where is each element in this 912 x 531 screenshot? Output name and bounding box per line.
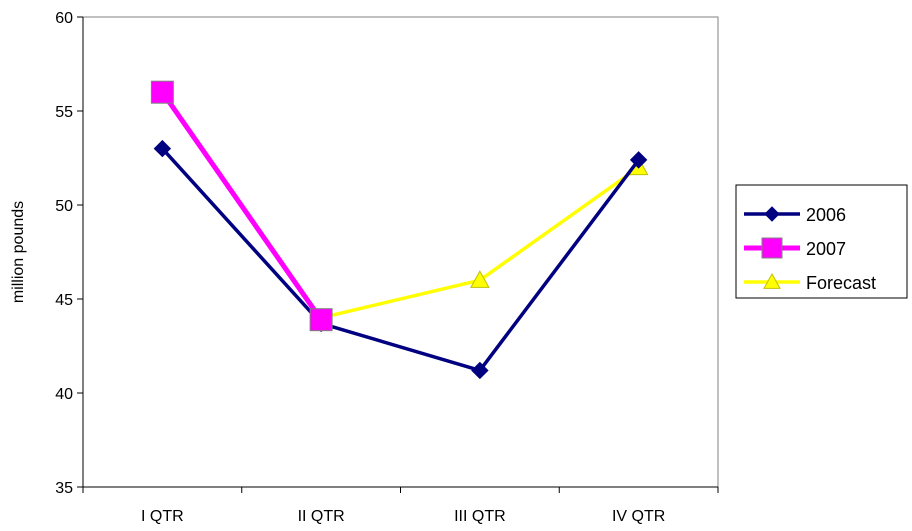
- x-tick-label: IV QTR: [612, 508, 665, 525]
- data-point: [150, 80, 174, 104]
- data-point: [309, 308, 333, 332]
- x-tick-label: II QTR: [298, 508, 345, 525]
- legend-label: 2007: [806, 239, 846, 259]
- data-point: [629, 151, 648, 169]
- legend: 2006 2007 Forecast: [735, 184, 908, 299]
- legend-entry: 2006: [744, 205, 846, 225]
- series-line-2006: [161, 147, 641, 373]
- x-tick-label: I QTR: [141, 508, 184, 525]
- y-tick-label: 50: [55, 198, 73, 215]
- series-line-2007: [160, 90, 324, 322]
- legend-entry: 2007: [744, 237, 846, 259]
- y-tick-label: 35: [55, 480, 73, 497]
- y-tick-label: 55: [55, 104, 73, 121]
- y-tick-label: 40: [55, 386, 73, 403]
- plot-area: [82, 16, 719, 488]
- x-axis: I QTR II QTR III QTR IV QTR: [82, 486, 719, 525]
- data-point: [470, 270, 490, 288]
- data-point: [153, 139, 172, 158]
- legend-marker: [761, 237, 783, 259]
- legend-label: 2006: [806, 205, 846, 225]
- legend-marker: [764, 206, 780, 222]
- y-tick-label: 60: [55, 10, 73, 27]
- y-axis: 35 40 45 50 55 60: [55, 10, 84, 497]
- series-layer: [150, 80, 649, 380]
- legend-marker: [763, 272, 781, 289]
- legend-label: Forecast: [806, 273, 876, 293]
- legend-entry: Forecast: [744, 272, 876, 293]
- series-2007: [150, 80, 333, 332]
- y-tick-label: 45: [55, 292, 73, 309]
- data-point: [471, 361, 489, 380]
- y-axis-title: million pounds: [10, 201, 27, 303]
- x-tick-label: III QTR: [454, 508, 506, 525]
